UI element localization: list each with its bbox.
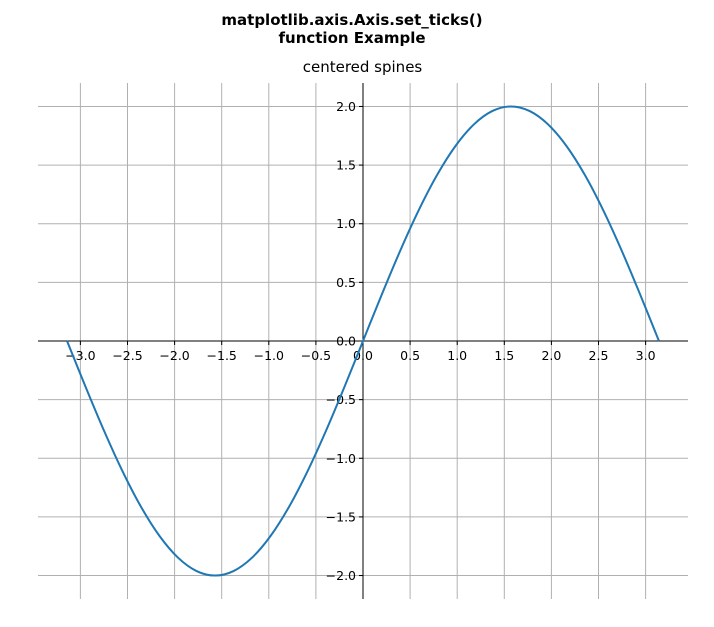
x-tick-label: 2.5 <box>589 348 609 363</box>
suptitle-line-1: matplotlib.axis.Axis.set_ticks() <box>221 11 483 29</box>
y-tick-label: 1.5 <box>336 158 356 173</box>
y-tick-label: −1.0 <box>326 451 356 466</box>
x-tick-label: 3.0 <box>636 348 656 363</box>
y-tick-label: 1.0 <box>336 216 356 231</box>
ticks: −3.0 −2.5 −2.0 −1.5 −1.0 −0.5 0.0 0.5 1.0 1.5 2.0 2… <box>65 99 655 583</box>
x-tick-label: 1.5 <box>494 348 514 363</box>
y-tick-label: −2.0 <box>326 568 356 583</box>
x-tick-label: 1.0 <box>447 348 467 363</box>
x-tick-label: −1.5 <box>207 348 237 363</box>
x-tick-label: −2.0 <box>159 348 189 363</box>
y-tick-label: 0.5 <box>336 275 356 290</box>
x-tick-label: 2.0 <box>541 348 561 363</box>
x-tick-label: −3.0 <box>65 348 95 363</box>
y-tick-label: 2.0 <box>336 99 356 114</box>
series-group <box>66 105 660 577</box>
x-tick-label: 0.5 <box>400 348 420 363</box>
y-tick-label: −1.5 <box>326 509 356 524</box>
x-tick-label: −0.5 <box>301 348 331 363</box>
series-line-0 <box>66 105 660 577</box>
x-tick-label: −1.0 <box>254 348 284 363</box>
axes-title: centered spines <box>302 58 423 76</box>
suptitle-line-2: function Example <box>278 29 426 47</box>
x-tick-label: −2.5 <box>112 348 142 363</box>
y-tick-label: 0.0 <box>336 334 356 349</box>
y-tick-label: −0.5 <box>326 392 356 407</box>
figure-suptitle: matplotlib.axis.Axis.set_ticks() functio… <box>0 11 704 47</box>
